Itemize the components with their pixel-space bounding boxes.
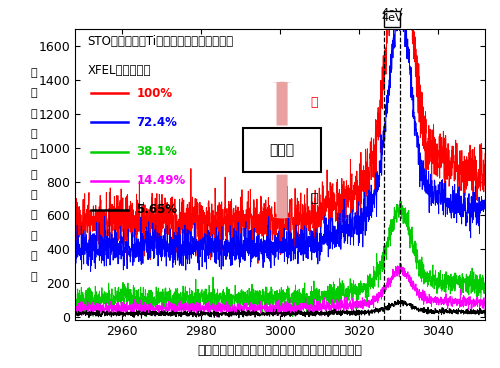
Text: ）: ） — [30, 272, 38, 282]
Text: 4eV: 4eV — [382, 8, 403, 18]
Text: XFEL強度依存性: XFEL強度依存性 — [88, 64, 151, 77]
Text: 収: 収 — [30, 129, 38, 139]
Text: 72.4%: 72.4% — [136, 116, 177, 129]
Text: 減衰板: 減衰板 — [270, 143, 294, 157]
Text: 4eV: 4eV — [382, 13, 403, 24]
Text: （: （ — [30, 170, 38, 180]
Text: 意: 意 — [30, 210, 38, 220]
X-axis label: 光電子の運動エネルギー（エレクトロンボルト）: 光電子の運動エネルギー（エレクトロンボルト） — [198, 344, 362, 357]
Text: 14.49%: 14.49% — [136, 174, 186, 187]
Text: 5.65%: 5.65% — [136, 203, 177, 216]
Text: 単: 単 — [30, 231, 38, 241]
Text: 光: 光 — [30, 68, 38, 78]
Text: 38.1%: 38.1% — [136, 145, 177, 158]
Text: 厚: 厚 — [311, 192, 318, 205]
Text: 100%: 100% — [136, 87, 172, 100]
Text: 任: 任 — [30, 190, 38, 200]
Text: 電: 電 — [30, 88, 38, 98]
FancyBboxPatch shape — [243, 128, 321, 172]
Text: 位: 位 — [30, 251, 38, 261]
Text: 子: 子 — [30, 109, 38, 119]
Text: STO試料からのTiの内殻光電子スペクトル: STO試料からのTiの内殻光電子スペクトル — [88, 35, 234, 48]
Bar — [384, 11, 400, 26]
Text: 量: 量 — [30, 149, 38, 159]
Text: 薄: 薄 — [311, 96, 318, 109]
